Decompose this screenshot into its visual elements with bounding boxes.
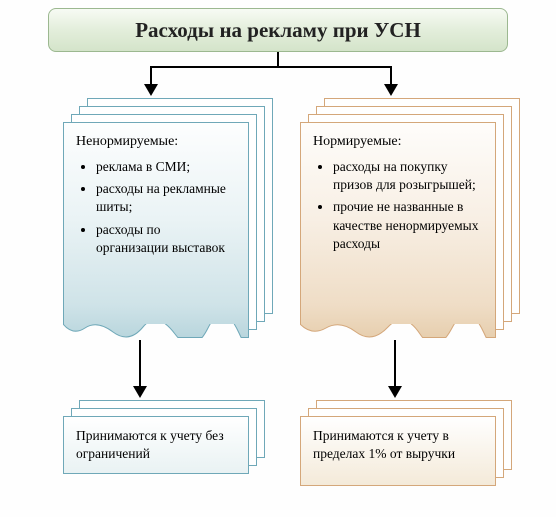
list-item: расходы на покупку призов для розыгрышей… bbox=[333, 158, 483, 194]
torn-edge bbox=[300, 324, 496, 338]
list-item: прочие не названные в качестве ненормиру… bbox=[333, 198, 483, 253]
left-note: Ненормируемые: реклама в СМИ; расходы на… bbox=[63, 122, 249, 338]
diagram-title: Расходы на рекламу при УСН bbox=[48, 8, 508, 52]
right-result-note: Принимаются к учету в пределах 1% от выр… bbox=[300, 416, 496, 486]
right-note-header: Нормируемые: bbox=[313, 133, 483, 152]
list-item: расходы на рекламные шиты; bbox=[96, 180, 236, 216]
torn-edge bbox=[63, 324, 249, 338]
right-note-list: расходы на покупку призов для розыгрышей… bbox=[313, 158, 483, 253]
left-note-list: реклама в СМИ; расходы на рекламные шиты… bbox=[76, 158, 236, 257]
right-note: Нормируемые: расходы на покупку призов д… bbox=[300, 122, 496, 338]
left-note-header: Ненормируемые: bbox=[76, 133, 236, 152]
left-result-note: Принимаются к учету без ограничений bbox=[63, 416, 249, 474]
right-result-text: Принимаются к учету в пределах 1% от выр… bbox=[313, 428, 455, 461]
left-result-text: Принимаются к учету без ограничений bbox=[76, 428, 224, 461]
list-item: расходы по организации выставок bbox=[96, 221, 236, 257]
list-item: реклама в СМИ; bbox=[96, 158, 236, 176]
